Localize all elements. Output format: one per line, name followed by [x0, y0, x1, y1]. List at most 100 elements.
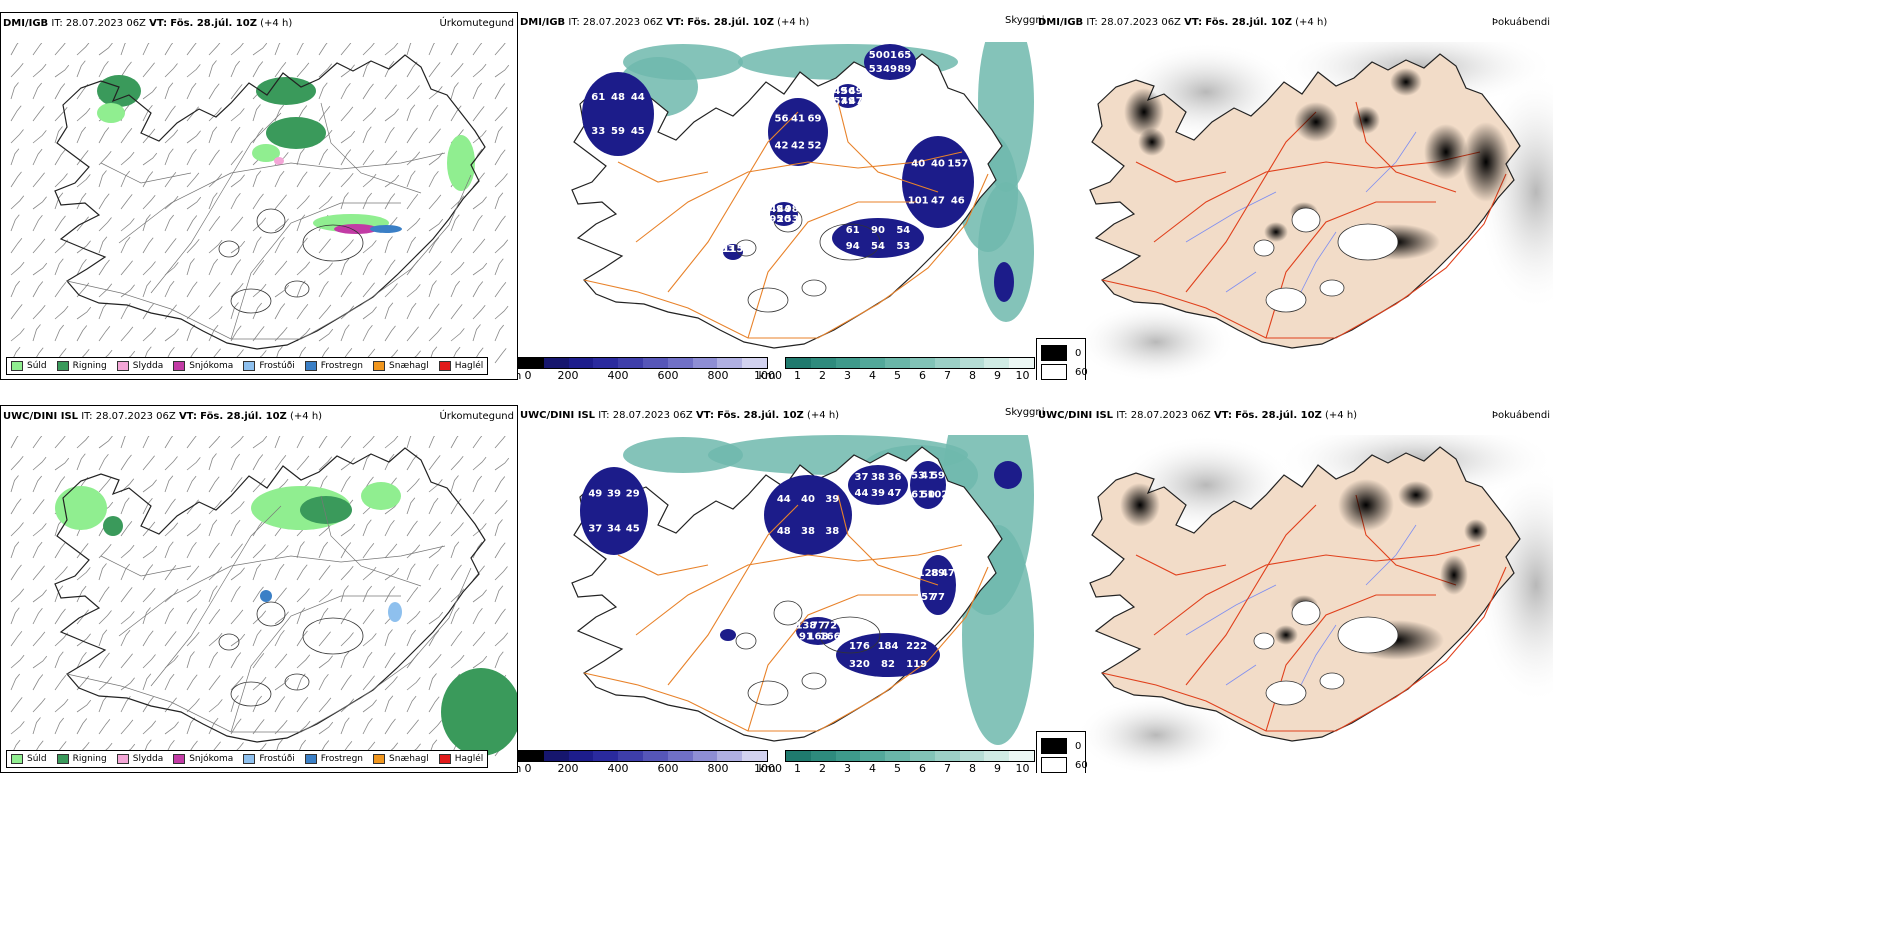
low-visibility-land [764, 475, 852, 555]
visibility-value-label: 45 [631, 126, 645, 137]
scale-tick: 3 [844, 369, 851, 380]
scale-tick: 3 [844, 762, 851, 773]
road-line [1135, 161, 1227, 183]
scale-tick: 1000 [754, 369, 782, 380]
visibility-value-label: 95 [769, 214, 783, 225]
precip-area [370, 225, 402, 233]
precip-legend-swatch [116, 754, 129, 764]
color-swatch [835, 358, 861, 368]
precip-area [447, 135, 475, 191]
road-line [320, 495, 422, 587]
precip-legend-item: Snæhagl [373, 361, 429, 371]
fog-map [1076, 435, 1553, 773]
scale-tick: 600 [657, 369, 679, 380]
visibility-value-label: 44 [777, 494, 791, 505]
color-swatch [810, 358, 836, 368]
low-visibility-land [902, 136, 974, 228]
fog-area [1424, 124, 1468, 180]
color-swatch [519, 751, 544, 761]
visibility-value-label: 98 [785, 204, 799, 215]
color-swatch [959, 751, 985, 761]
precip-legend-label: Frostúði [259, 754, 295, 764]
panel-title: DMI/IGB IT: 28.07.2023 06Z VT: Fös. 28.j… [520, 17, 810, 28]
glacier-outline [218, 633, 240, 651]
precip-legend: Súld Rigning Slydda Snjókoma Frostúði Frostre… [6, 357, 489, 375]
visibility-value-label: 119 [906, 659, 927, 670]
color-swatch [642, 358, 668, 368]
visibility-value-label: 39 [871, 488, 885, 499]
road-line [617, 161, 709, 183]
color-bar [518, 750, 768, 762]
visibility-panel-top: DMI/IGB IT: 28.07.2023 06Z VT: Fös. 28.j… [518, 12, 1036, 380]
color-swatch [642, 751, 668, 761]
visibility-value-label: 89 [931, 568, 945, 579]
road-line [583, 173, 989, 339]
visibility-value-label: 65 [897, 50, 911, 61]
fog-legend-label: 0 [1075, 740, 1082, 752]
road-line [1135, 554, 1227, 576]
fog-legend: 0 60 [1036, 731, 1088, 773]
visibility-value-label: 77 [931, 592, 945, 603]
visibility-value-label: 53 [896, 241, 910, 252]
color-swatch [543, 751, 569, 761]
visibility-value-label: 53 [785, 214, 799, 225]
visibility-value-label: 53 [721, 244, 735, 255]
fog-panel-top: DMI/IGB IT: 28.07.2023 06Z VT: Fös. 28.j… [1036, 12, 1553, 380]
visibility-value-label: 50 [869, 50, 883, 61]
scale-unit: km [758, 369, 776, 380]
wind-barbs [10, 43, 510, 364]
height-scale: 0 200 400 600 800 1000 m [518, 750, 782, 773]
visibility-value-label: 82 [881, 659, 895, 670]
visibility-value-label: 44 [855, 488, 869, 499]
visibility-value-label: 52 [808, 141, 822, 152]
road-line [230, 202, 401, 340]
visibility-value-label: 49 [833, 86, 847, 97]
visibility-value-label: 42 [775, 141, 789, 152]
precip-legend-swatch [173, 754, 186, 764]
visibility-value-label: 57 [833, 96, 847, 107]
river-line [1365, 131, 1417, 193]
precip-legend-swatch [438, 754, 451, 764]
precip-legend-item: Snæhagl [373, 754, 429, 764]
scale-tick: 4 [869, 369, 876, 380]
precip-legend-label: Slydda [132, 754, 164, 764]
glacier-outline [302, 617, 364, 655]
color-swatch [1009, 358, 1034, 368]
precip-legend-label: Snæhagl [389, 361, 429, 371]
visibility-value-label: 53 [869, 64, 883, 75]
visibility-value-label: 77 [811, 620, 825, 631]
visibility-value-label: 01 [883, 50, 897, 61]
road-line [1101, 173, 1507, 339]
scale-tick: 7 [944, 762, 951, 773]
visibility-value-label: 128 [918, 568, 939, 579]
precip-legend-item: Slydda [116, 361, 163, 371]
color-swatch [959, 358, 985, 368]
glacier-outline [1253, 632, 1275, 650]
scale-tick: 1 [794, 762, 801, 773]
scale-tick: 800 [707, 369, 729, 380]
visibility-value-label: 47 [941, 568, 955, 579]
precip-legend-swatch [11, 754, 23, 764]
road-line [635, 151, 963, 243]
color-swatch [860, 751, 886, 761]
glacier-outline [1337, 616, 1399, 654]
color-swatch [692, 751, 718, 761]
panel-type-label: Úrkomutegund [439, 18, 514, 29]
precip-legend-item: Rigning [56, 754, 107, 764]
color-swatch [909, 751, 935, 761]
visibility-value-label: 57 [921, 592, 935, 603]
precip-legend-label: Frostúði [259, 361, 295, 371]
visibility-value-label: 40 [911, 159, 925, 170]
precip-legend-label: Rigning [72, 361, 107, 371]
precip-legend-swatch [438, 361, 451, 371]
road-line [100, 162, 192, 184]
scale-tick: 800 [707, 762, 729, 773]
visibility-value-label: 39 [607, 488, 621, 499]
visibility-value-label: 53 [911, 470, 925, 481]
scale-tick: 8 [969, 762, 976, 773]
fog-area [1120, 483, 1160, 527]
color-swatch [885, 751, 910, 761]
visibility-value-label: 49 [883, 64, 897, 75]
panel-type-label: Þokuábendi [1491, 17, 1550, 28]
visibility-value-label: 184 [878, 641, 899, 652]
